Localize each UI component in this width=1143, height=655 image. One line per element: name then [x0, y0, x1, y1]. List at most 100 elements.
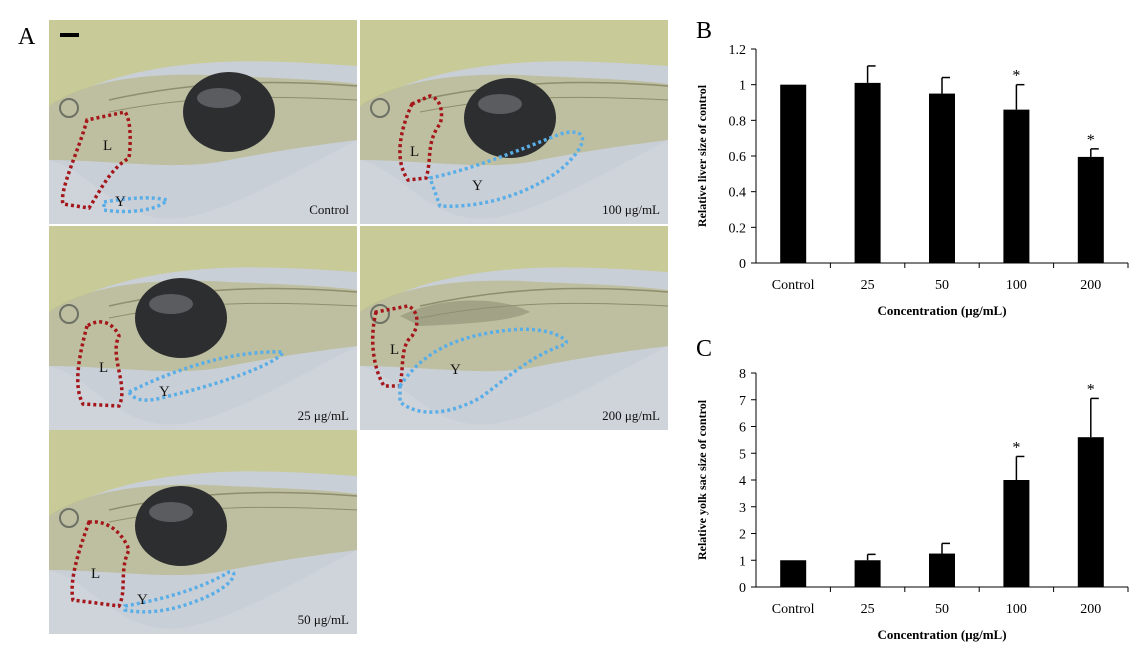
bar — [1077, 437, 1104, 587]
liver-mark: L — [390, 342, 399, 358]
x-axis-title: Concentration (μg/mL) — [877, 627, 1006, 642]
x-tick-label: 200 — [1080, 278, 1101, 293]
x-axis-title: Concentration (μg/mL) — [877, 303, 1006, 318]
y-tick-label: 1 — [739, 554, 746, 569]
y-tick-label: 0.2 — [729, 221, 747, 236]
bar — [854, 82, 881, 263]
liver-outline — [76, 320, 124, 408]
swim-bladder — [135, 486, 227, 566]
y-tick-label: 4 — [739, 474, 746, 489]
swim-bladder — [135, 278, 227, 358]
liver-outline — [60, 110, 132, 210]
liver-mark: L — [99, 360, 108, 376]
yolk-mark: Y — [137, 592, 148, 608]
y-tick-label: 1.2 — [729, 43, 747, 58]
collapsed-bladder — [400, 300, 530, 326]
y-tick-label: 0.8 — [729, 114, 747, 129]
bar — [780, 84, 807, 263]
x-tick-label: 25 — [861, 602, 875, 617]
ventral-region — [49, 346, 357, 430]
micrograph-label: 50 μg/mL — [297, 612, 349, 627]
notochord-line — [419, 81, 668, 101]
panel-letter-b: B — [696, 18, 713, 44]
liver-mark: L — [103, 138, 112, 154]
dorsal-fin-region — [49, 226, 357, 312]
x-tick-label: Control — [772, 602, 815, 617]
yolk-outline — [123, 570, 236, 614]
larva-illustration: LY — [49, 20, 357, 224]
x-tick-label: 100 — [1006, 278, 1027, 293]
micrograph-label: 25 μg/mL — [297, 408, 349, 423]
swim-bladder — [183, 72, 275, 152]
bar — [1003, 480, 1030, 587]
significance-mark: * — [1087, 132, 1095, 149]
bar — [854, 560, 881, 587]
bar — [929, 93, 955, 263]
yolk-mark: Y — [115, 194, 126, 210]
bar — [1077, 156, 1104, 263]
x-tick-label: 50 — [935, 278, 949, 293]
yolk-mark: Y — [472, 178, 483, 194]
ear-vesicle — [370, 98, 390, 118]
y-tick-label: 1 — [739, 79, 746, 94]
significance-mark: * — [1087, 381, 1095, 398]
panel-letter-a: A — [18, 24, 36, 50]
larva-illustration: LY — [360, 226, 668, 430]
significance-mark: * — [1012, 439, 1020, 456]
ventral-region — [49, 140, 357, 224]
ear-vesicle — [59, 508, 79, 528]
y-tick-label: 3 — [739, 501, 746, 516]
notochord-line — [108, 491, 357, 511]
y-tick-label: 0.6 — [729, 150, 747, 165]
dorsal-fin-region — [49, 20, 357, 106]
panel-letter-c: C — [696, 336, 713, 362]
chart-b-liver-size: 0 0.2 0.4 0.6 0.8 1 1.2 Control 25 50 * 100 * 200 Conc… — [695, 43, 1129, 318]
swim-bladder-highlight — [149, 502, 193, 522]
dorsal-fin-region — [49, 430, 357, 516]
y-tick-label: 5 — [739, 447, 746, 462]
y-tick-label: 0 — [739, 581, 746, 596]
ear-vesicle — [59, 98, 79, 118]
x-tick-label: 100 — [1006, 602, 1027, 617]
y-axis-title: Relative yolk sac size of control — [695, 399, 709, 560]
bar — [1003, 109, 1030, 263]
yolk-outline — [398, 327, 569, 414]
micrograph-label: 100 μg/mL — [602, 202, 660, 217]
dorsal-fin-region — [360, 226, 668, 312]
ear-vesicle — [59, 304, 79, 324]
yolk-outline — [102, 196, 171, 214]
chart-c-yolk-size: 0 1 2 3 4 5 6 7 8 Control 25 50 * 100 * 200 Concentratio… — [695, 367, 1129, 642]
y-tick-label: 6 — [739, 421, 746, 436]
larva-illustration: LY — [49, 430, 357, 634]
liver-mark: L — [91, 566, 100, 582]
y-tick-label: 0 — [739, 257, 746, 272]
bar — [780, 560, 807, 587]
notochord-line — [419, 287, 668, 307]
y-tick-label: 2 — [739, 528, 746, 543]
x-tick-label: Control — [772, 278, 815, 293]
yolk-mark: Y — [450, 362, 461, 378]
larva-illustration: LY — [360, 20, 668, 224]
y-tick-label: 7 — [739, 394, 746, 409]
swim-bladder-highlight — [478, 94, 522, 114]
x-tick-label: 25 — [861, 278, 875, 293]
y-tick-label: 0.4 — [729, 186, 747, 201]
x-tick-label: 200 — [1080, 602, 1101, 617]
ventral-region — [49, 550, 357, 634]
liver-outline — [70, 520, 131, 608]
liver-mark: L — [410, 144, 419, 160]
swim-bladder-highlight — [197, 88, 241, 108]
larva-illustration: LY — [49, 226, 357, 430]
swim-bladder-highlight — [149, 294, 193, 314]
ventral-region — [360, 346, 668, 430]
ear-vesicle — [370, 304, 390, 324]
y-axis-title: Relative liver size of control — [695, 84, 709, 227]
significance-mark: * — [1012, 68, 1020, 85]
dorsal-fin-region — [360, 20, 668, 106]
micrograph-label: 200 μg/mL — [602, 408, 660, 423]
ventral-region — [360, 140, 668, 224]
